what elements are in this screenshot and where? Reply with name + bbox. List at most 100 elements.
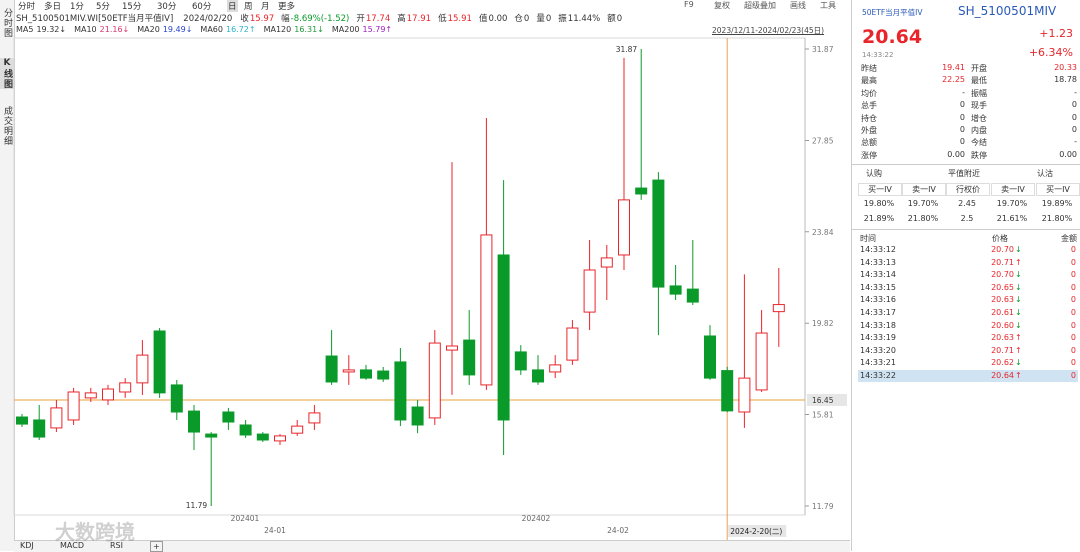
period-button[interactable]: 周 [244,2,253,12]
field-label: 值 [478,14,488,24]
field-value: 15.97 [249,14,275,24]
period-button[interactable]: 日 [227,0,238,12]
field-label: 内盘 [971,126,987,135]
tool-button[interactable]: 复权 [714,1,730,10]
tick-time: 14:33:16 [860,295,896,305]
field-value: 22.25 [942,75,965,85]
field-value: 0 [959,125,965,134]
indicator-tab[interactable]: MACD [60,541,84,550]
table-header: 卖一IV [991,183,1035,196]
tool-button[interactable]: 工具 [820,1,836,10]
table-header: 卖一IV [902,183,946,196]
ma-name: MA5 [16,25,34,34]
side-tab[interactable]: 成交明细 [2,106,12,146]
tick-time: 14:33:20 [860,345,896,355]
period-button[interactable]: 15分 [122,2,142,12]
tick-amount: 0 [1070,333,1076,343]
tick-price: 20.71 [991,345,1014,355]
kline-chart: 31.87 27.85 23.84 19.82 15.81 11.79 16.45 31.87… [13,37,847,540]
field-value: 0.00 [947,149,965,159]
tool-button[interactable]: F9 [684,0,694,9]
tick-arrow: ↓ [1015,282,1022,292]
ma-value: 15.79↑ [362,25,393,34]
table-header: 买一IV [858,183,902,196]
y-tick-label: 23.84 [812,228,834,237]
toolbar: 分时 多日 1分 5分 15分 30分 60分 日周月更多 F9 复权 超级叠加 画线 工具 [14,0,850,12]
table-header: 买一IV [1036,183,1080,196]
tick-arrow: ↑ [1015,333,1022,343]
candle-body [618,199,630,256]
candle-body [205,433,218,438]
indicator-tab[interactable]: RSI [110,541,123,550]
candle-body [635,187,648,195]
field-label: 开盘 [971,64,987,73]
indicator-tab[interactable]: KDJ [20,541,34,550]
side-tab[interactable]: K线图 [0,58,14,89]
field-label: 均价 [861,88,877,98]
period-button[interactable]: 多日 [44,2,62,12]
field-label: 开 [356,14,365,24]
ma-value: 16.31↓ [294,25,324,34]
indicator-tab[interactable]: + [150,541,163,552]
field-label: 昨结 [861,64,877,73]
date-range[interactable]: 2023/12/11-2024/02/23(45日) [712,26,825,35]
candle-body [102,388,114,401]
tick-price: 20.71 [991,257,1014,267]
candle-body [394,361,407,421]
candle-body [188,410,200,433]
tick-price: 20.63 [991,295,1014,305]
field-value: 20.33 [1054,63,1077,72]
x-tick-label: 24-02 [607,526,629,535]
change: +1.23 [1039,27,1073,40]
plot-border [13,37,806,516]
period-button[interactable]: 60分 [192,2,212,12]
candle-body [480,234,493,386]
tick-time: 14:33:13 [860,257,896,267]
field-value: 11.44% [567,14,601,24]
tick-amount: 0 [1070,295,1076,305]
tick-time: 14:33:15 [860,282,896,292]
candle-body [274,435,286,442]
candle-body [772,304,785,313]
group-label: 认购 [866,169,882,178]
tick-amount: 0 [1070,282,1076,292]
y-tick-label: 19.82 [812,319,834,328]
table-cell: 2.45 [958,199,976,208]
period-button[interactable]: 5分 [96,2,110,12]
y-tick-label: 27.85 [812,136,834,145]
tick-arrow: ↑ [1015,345,1022,355]
x-tick-label: 202401 [231,514,260,523]
tool-button[interactable]: 画线 [790,1,806,10]
cursor-label: 2024-2-20(二) [730,527,782,536]
symbol: SH_5100501MIV.WI[50ETF当月平值IV] [16,14,174,24]
period-button[interactable]: 30分 [157,2,177,12]
field-label: 额 [607,14,616,24]
side-tab[interactable]: 分时图 [2,8,12,38]
y-tick-label: 11.79 [812,502,834,511]
field-value: - [1074,87,1077,97]
candle-body [119,382,132,393]
period-button[interactable]: 月 [261,2,270,12]
cursor-label-bg [728,525,787,537]
period-button[interactable]: 更多 [278,2,296,12]
tick-arrow: ↓ [1015,308,1022,317]
tick-amount: 0 [1070,320,1076,330]
bottom-tabs: KDJ MACD RSI + [14,540,850,552]
tool-button[interactable]: 超级叠加 [744,1,776,10]
tick-arrow: ↓ [1015,295,1022,305]
field-label: 低 [438,14,447,24]
period-button[interactable]: 分时 [18,2,36,12]
period-button[interactable]: 1分 [70,2,84,12]
field-label: 跌停 [971,150,987,160]
field-value: 0.00 [488,14,508,24]
field-label: 收 [240,14,249,24]
low-label: 11.79 [186,501,208,510]
field-value: 0 [545,14,552,24]
candle-body [497,254,510,421]
field-label: 幅 [281,14,290,24]
field-label: 振 [558,14,567,24]
field-value: 18.78 [1054,75,1077,85]
field-label: 今结 [971,138,987,148]
tick-price: 20.70 [991,270,1014,280]
